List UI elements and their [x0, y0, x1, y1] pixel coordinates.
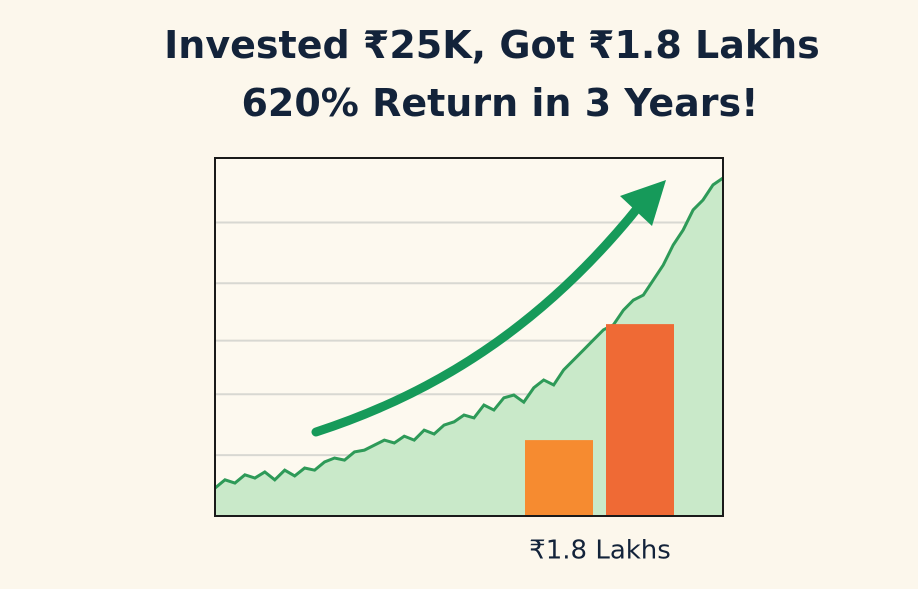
- plot-frame: [214, 157, 724, 517]
- arrow-head: [620, 180, 666, 226]
- plot-layer: [214, 176, 724, 516]
- bar: [525, 440, 593, 516]
- bar: [606, 324, 674, 516]
- line: [214, 176, 724, 490]
- chart-title: Invested ₹25K, Got ₹1.8 Lakhs: [164, 23, 820, 67]
- trend-arrow: [311, 200, 645, 437]
- annotation: ₹1.8 Lakhs: [529, 536, 671, 566]
- area-fill: [215, 178, 723, 516]
- chart-subtitle: 620% Return in 3 Years!: [241, 81, 758, 125]
